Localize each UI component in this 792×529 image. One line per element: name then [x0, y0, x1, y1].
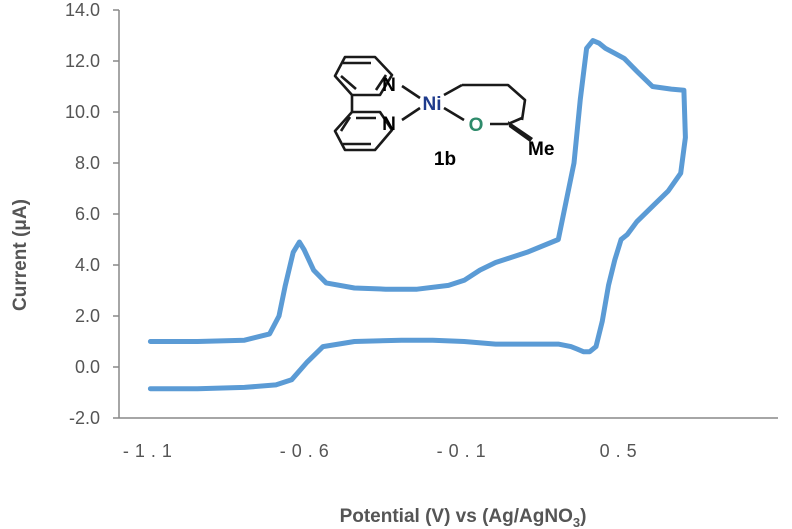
- atom-n-bottom: N: [382, 114, 396, 135]
- x-ticks: -1.1 -0.6 -0.1 0.5: [123, 441, 643, 461]
- y-tick-label: 0.0: [75, 357, 100, 377]
- atom-ni: Ni: [423, 94, 442, 115]
- bond-n-ni-top: [401, 84, 421, 100]
- y-tick-label: 8.0: [75, 153, 100, 173]
- axes: [118, 10, 778, 419]
- y-tick-label: 4.0: [75, 255, 100, 275]
- bond-n-ni-bottom: [401, 106, 421, 122]
- molecule-structure: [333, 55, 527, 152]
- pyridine-ring-bottom: [333, 110, 394, 152]
- alkyl-chain: [462, 83, 527, 121]
- y-axis-title: Current (μA): [10, 199, 31, 311]
- y-tick-label: 6.0: [75, 204, 100, 224]
- compound-label: 1b: [434, 149, 456, 170]
- atom-o: O: [469, 115, 484, 136]
- y-tick-label: 2.0: [75, 306, 100, 326]
- y-tick-label: 12.0: [65, 51, 100, 71]
- bond-ni-c: [443, 83, 463, 97]
- atom-n-top: N: [382, 75, 396, 96]
- pyridine-ring-top-inner: [340, 61, 388, 91]
- atom-me: Me: [528, 139, 554, 160]
- y-tick-label: -2.0: [69, 408, 100, 428]
- methyl-wedge-bond: [508, 121, 533, 142]
- x-tick-label: -0.6: [280, 441, 335, 461]
- pyridine-ring-bottom-inner: [339, 116, 376, 146]
- y-ticks: 14.0 12.0 10.0 8.0 6.0 4.0 2.0 0.0 -2.0: [65, 0, 119, 428]
- x-axis-title-main: Potential (V) vs (Ag/AgNO: [340, 506, 573, 527]
- pyridine-ring-top: [333, 55, 394, 97]
- x-axis-title-suffix: ): [580, 506, 586, 527]
- x-tick-label: -1.1: [123, 441, 178, 461]
- bond-c-c-ring: [507, 116, 523, 126]
- x-tick-label: -0.1: [437, 441, 492, 461]
- y-tick-label: 14.0: [65, 0, 100, 20]
- x-axis-title: Potential (V) vs (Ag/AgNO3): [340, 506, 587, 529]
- x-axis-title-subscript: 3: [573, 515, 580, 529]
- cv-series-line: [147, 38, 688, 392]
- y-tick-label: 10.0: [65, 102, 100, 122]
- bond-ni-o: [443, 106, 465, 122]
- x-tick-label: 0.5: [600, 441, 643, 461]
